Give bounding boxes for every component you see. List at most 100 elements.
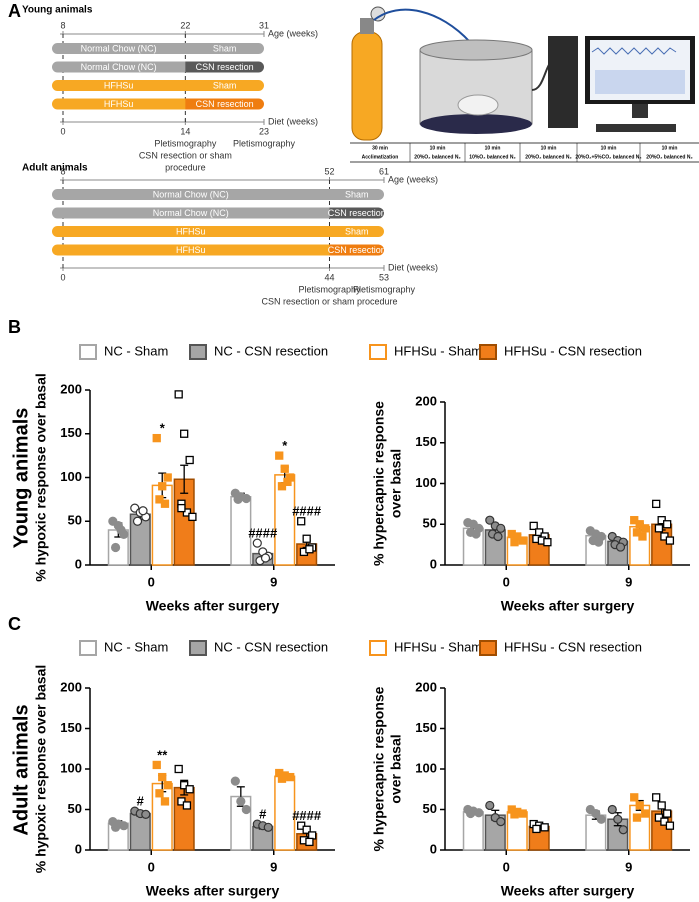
x-tick-label: 9: [625, 574, 632, 589]
timeline-bar-label: CSN resection: [328, 245, 386, 255]
data-point: [657, 801, 666, 810]
data-point: [615, 542, 626, 552]
data-point: [158, 482, 167, 491]
table-duration: 10 min: [601, 145, 617, 151]
note-line: Pletismography: [353, 284, 416, 294]
x-tick-label: 9: [270, 859, 277, 874]
y-tick-label: 0: [75, 556, 82, 571]
data-point: [180, 429, 189, 438]
y-tick-label: 50: [423, 801, 437, 816]
x-tick-label: 0: [148, 574, 155, 589]
timeline-bar-right: [329, 244, 384, 256]
regulator: [360, 18, 374, 34]
note-line: CSN resection or sham: [139, 150, 232, 160]
x-tick-label: 0: [503, 574, 510, 589]
data-point: [496, 523, 506, 533]
data-point: [110, 822, 121, 832]
legend-label: NC - Sham: [104, 639, 168, 654]
timeline-bar-label: Normal Chow (NC): [81, 62, 157, 72]
data-point: [185, 455, 194, 465]
chamber-base: [420, 114, 532, 134]
data-point: [252, 538, 262, 548]
data-point: [543, 538, 552, 547]
note-line: procedure: [165, 162, 206, 172]
apparatus: [351, 6, 695, 141]
data-point: [532, 824, 541, 834]
y-tick-label: 50: [423, 516, 437, 531]
legend-swatch: [189, 640, 207, 656]
y-tick-label: 150: [60, 720, 82, 735]
note-line: Pletismography: [233, 138, 296, 148]
timeline-bar-label: CSN resection: [196, 62, 254, 72]
timeline-bar-right: [185, 43, 264, 54]
data-point: [529, 521, 538, 531]
data-point: [638, 532, 647, 541]
panel-letter: C: [8, 614, 21, 634]
table-duration: 10 min: [662, 145, 678, 151]
timeline-bar-label: HFHSu: [104, 99, 134, 109]
data-point: [158, 772, 167, 782]
y-tick-label: 200: [415, 393, 437, 408]
data-point: [635, 801, 644, 810]
annotation: **: [157, 747, 168, 762]
row-label: Young animals: [10, 408, 32, 549]
y-tick-label: 100: [415, 760, 437, 775]
data-point: [302, 825, 311, 834]
data-point: [305, 837, 314, 847]
timeline-bar-label: CSN resection: [196, 99, 254, 109]
y-tick-label: 50: [68, 513, 82, 528]
timeline-bar-left: [52, 226, 335, 237]
data-point: [132, 516, 143, 526]
note-line: CSN resection or sham procedure: [261, 296, 397, 306]
y-tick-label: 200: [415, 679, 437, 694]
data-point: [641, 809, 650, 818]
timeline-tick-label: 53: [379, 272, 389, 282]
timeline-bar-right: [329, 189, 384, 200]
timeline-tick-label: 0: [60, 126, 65, 136]
data-point: [540, 823, 549, 832]
timeline-bar-left: [52, 61, 191, 73]
timeline-bar-label: HFHSu: [104, 80, 134, 90]
timeline-tick-label: 22: [180, 20, 190, 30]
annotation: ####: [248, 526, 278, 541]
data-point: [236, 796, 246, 807]
data-point: [302, 534, 311, 543]
data-point: [663, 520, 672, 529]
monitor-stand: [632, 104, 648, 118]
table-label: Acclimatization: [362, 154, 399, 160]
data-point: [241, 804, 251, 815]
x-axis-label: Weeks after surgery: [501, 598, 635, 614]
x-tick-label: 9: [625, 859, 632, 874]
gas-cylinder: [351, 31, 383, 141]
timeline-bar-left: [52, 80, 191, 91]
table-label: 20%O₂+5%CO₂ balanced N₂: [575, 154, 641, 160]
note-line: Pletismography: [154, 138, 217, 148]
row-label: Adult animals: [10, 704, 32, 835]
timeline-bar-right: [185, 98, 264, 110]
data-point: [277, 482, 287, 491]
table-label: 20%O₂ balanced N₂: [525, 154, 571, 160]
data-point: [260, 553, 271, 563]
legend-label: NC - CSN resection: [214, 343, 328, 358]
data-point: [283, 477, 292, 487]
data-point: [182, 508, 192, 517]
timeline-bar-left: [52, 244, 335, 256]
x-tick-label: 0: [503, 859, 510, 874]
data-point: [510, 810, 519, 819]
x-axis-label: Weeks after surgery: [501, 883, 635, 899]
timeline-bar-right: [329, 207, 384, 219]
data-point: [471, 529, 481, 539]
legend-label: HFHSu - CSN resection: [504, 639, 642, 654]
data-point: [155, 495, 164, 504]
rat: [457, 94, 499, 116]
y-tick-label: 150: [415, 434, 437, 449]
annotation: #: [259, 807, 267, 822]
legend-swatch: [189, 344, 207, 360]
data-point: [663, 809, 672, 818]
y-axis-label: over basal: [388, 734, 404, 803]
timeline-bar-label: Sham: [345, 226, 369, 236]
data-point: [485, 515, 495, 525]
data-point: [119, 821, 129, 831]
data-point: [230, 776, 240, 786]
